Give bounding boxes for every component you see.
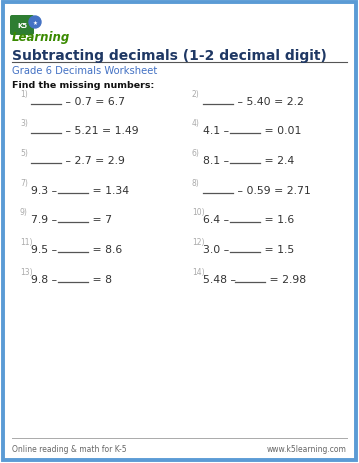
Text: 8.1 –: 8.1 – [203, 156, 229, 166]
Text: 9.8 –: 9.8 – [31, 275, 57, 284]
Text: 5): 5) [20, 149, 28, 158]
Text: 6.4 –: 6.4 – [203, 214, 229, 225]
Text: – 2.7 = 2.9: – 2.7 = 2.9 [62, 156, 125, 166]
Text: 11): 11) [20, 238, 33, 246]
Text: – 0.7 = 6.7: – 0.7 = 6.7 [62, 97, 125, 107]
Text: Learning: Learning [12, 31, 70, 44]
Text: = 8.6: = 8.6 [89, 244, 122, 255]
Circle shape [29, 17, 41, 29]
Text: = 1.6: = 1.6 [261, 214, 294, 225]
Text: = 7: = 7 [89, 214, 112, 225]
Text: 9.3 –: 9.3 – [31, 186, 57, 195]
Text: 6): 6) [192, 149, 200, 158]
Text: Grade 6 Decimals Worksheet: Grade 6 Decimals Worksheet [12, 66, 157, 76]
Text: 3): 3) [20, 119, 28, 128]
Text: Online reading & math for K-5: Online reading & math for K-5 [12, 444, 127, 454]
Text: 4.1 –: 4.1 – [203, 126, 229, 136]
Text: 9): 9) [20, 207, 28, 217]
Text: 12): 12) [192, 238, 205, 246]
FancyBboxPatch shape [10, 16, 34, 36]
Text: – 0.59 = 2.71: – 0.59 = 2.71 [234, 186, 311, 195]
Text: = 0.01: = 0.01 [261, 126, 301, 136]
Text: = 1.34: = 1.34 [89, 186, 129, 195]
Text: – 5.40 = 2.2: – 5.40 = 2.2 [234, 97, 304, 107]
Text: ★: ★ [33, 20, 37, 25]
Text: Subtracting decimals (1-2 decimal digit): Subtracting decimals (1-2 decimal digit) [12, 49, 327, 63]
Text: = 1.5: = 1.5 [261, 244, 294, 255]
Text: = 2.98: = 2.98 [266, 275, 306, 284]
Text: 10): 10) [192, 207, 205, 217]
Text: 1): 1) [20, 90, 28, 99]
Text: 8): 8) [192, 179, 200, 188]
Text: 5.48 –: 5.48 – [203, 275, 236, 284]
Text: www.k5learning.com: www.k5learning.com [267, 444, 347, 454]
Text: 3.0 –: 3.0 – [203, 244, 229, 255]
Text: – 5.21 = 1.49: – 5.21 = 1.49 [62, 126, 139, 136]
Text: 13): 13) [20, 268, 33, 276]
Text: 2): 2) [192, 90, 200, 99]
Text: = 8: = 8 [89, 275, 112, 284]
Text: 14): 14) [192, 268, 205, 276]
Text: Find the missing numbers:: Find the missing numbers: [12, 81, 154, 90]
Text: 9.5 –: 9.5 – [31, 244, 57, 255]
Text: 4): 4) [192, 119, 200, 128]
Text: 7.9 –: 7.9 – [31, 214, 57, 225]
Text: = 2.4: = 2.4 [261, 156, 294, 166]
Text: 7): 7) [20, 179, 28, 188]
Text: K5: K5 [17, 23, 27, 29]
